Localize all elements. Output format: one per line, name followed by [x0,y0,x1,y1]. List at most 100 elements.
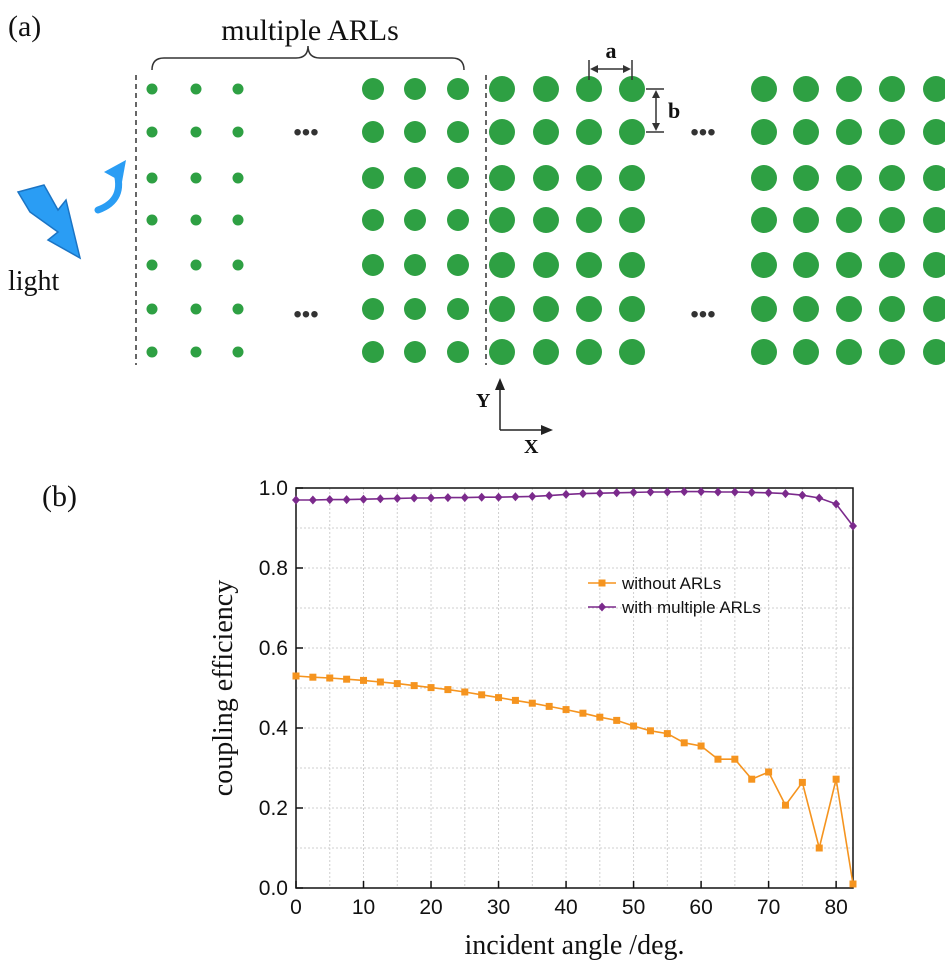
data-point [680,739,688,747]
nanoparticle [751,207,777,233]
data-point [596,713,604,721]
nanoparticle [923,339,945,365]
y-tick-label: 0.6 [259,637,288,660]
dimension-a: a [588,38,633,80]
x-tick-label: 10 [352,896,375,919]
nanoparticle [489,165,515,191]
nanoparticle [447,298,469,320]
data-point [713,487,722,497]
nanoparticle [751,76,777,102]
nanoparticle [793,252,819,278]
nanoparticle [879,165,905,191]
chart-grid [296,488,853,888]
nanoparticle [489,252,515,278]
data-point [343,675,351,683]
data-point [443,493,452,503]
nanoparticle [447,121,469,143]
nanoparticle [404,298,426,320]
x-tick-label: 20 [419,896,442,919]
data-point [342,495,351,505]
nanoparticle [836,119,862,145]
panel-a-figure: multiple ARLs ••• ••• ••• ••• a b light [8,14,945,458]
nanoparticle [836,207,862,233]
data-point [309,673,317,681]
nanoparticle [923,119,945,145]
data-point [478,691,486,699]
data-point [663,487,672,497]
nanoparticle [576,296,602,322]
dimension-b-label: b [668,98,680,123]
y-tick-label: 1.0 [259,477,288,500]
nanoparticle [879,296,905,322]
x-tick-label: 60 [689,896,712,919]
data-point [697,742,705,750]
xy-axes-indicator: Y X [476,378,553,458]
nanoparticle [404,167,426,189]
data-point [798,778,806,786]
ellipsis-top-right: ••• [690,119,715,146]
y-tick-label: 0.4 [259,717,289,740]
data-point [646,487,655,497]
x-tick-label: 30 [487,896,510,919]
data-point [714,755,722,763]
nanoparticle [751,252,777,278]
nanoparticle [576,76,602,102]
nanoparticle [879,76,905,102]
y-axis-label: coupling efficiency [208,580,239,796]
nanoparticle [533,165,559,191]
data-point [612,488,621,498]
chart-series [292,487,857,888]
data-point [359,494,368,504]
data-point [326,674,334,682]
data-point [562,706,570,714]
panel-a-label: (a) [8,10,42,43]
nanoparticle [447,209,469,231]
nanoparticle [146,172,158,184]
data-point [849,880,857,888]
nanoparticle [362,254,384,276]
nanoparticle [146,303,158,315]
data-point [545,702,553,710]
data-point [579,709,587,717]
nanoparticle [751,296,777,322]
nanoparticle [404,341,426,363]
data-point [511,492,520,502]
nanoparticle [146,346,158,358]
nanoparticle [923,296,945,322]
data-point [376,678,384,686]
data-point [798,490,807,500]
series-line [295,675,854,885]
nanoparticle [190,83,202,95]
data-point [595,488,604,498]
data-point [680,487,689,497]
data-point [393,493,402,503]
nanoparticle [751,119,777,145]
nanoparticle [232,83,244,95]
nanoparticle [619,119,645,145]
y-tick-label: 0.8 [259,557,288,580]
x-tick-label: 80 [824,896,847,919]
nanoparticle [793,296,819,322]
ellipsis-bottom-right: ••• [690,301,715,328]
light-arrow-icon [16,184,82,260]
nanoparticle [362,78,384,100]
nanoparticle [232,303,244,315]
nanoparticle [447,167,469,189]
data-point [528,491,537,501]
legend-marker [598,579,606,587]
nanoparticle [232,172,244,184]
data-point [748,775,756,783]
nanoparticle [619,339,645,365]
data-point [292,672,300,680]
data-point [730,487,739,497]
nanoparticle [232,346,244,358]
data-point [308,495,317,505]
data-point [613,716,621,724]
ellipsis-top-left: ••• [293,119,318,146]
x-tick-label: 70 [757,896,780,919]
data-point [393,680,401,688]
axis-x-label: X [524,436,539,458]
nanoparticle [576,339,602,365]
y-tick-label: 0.0 [259,877,288,900]
plot-frame [295,487,854,889]
